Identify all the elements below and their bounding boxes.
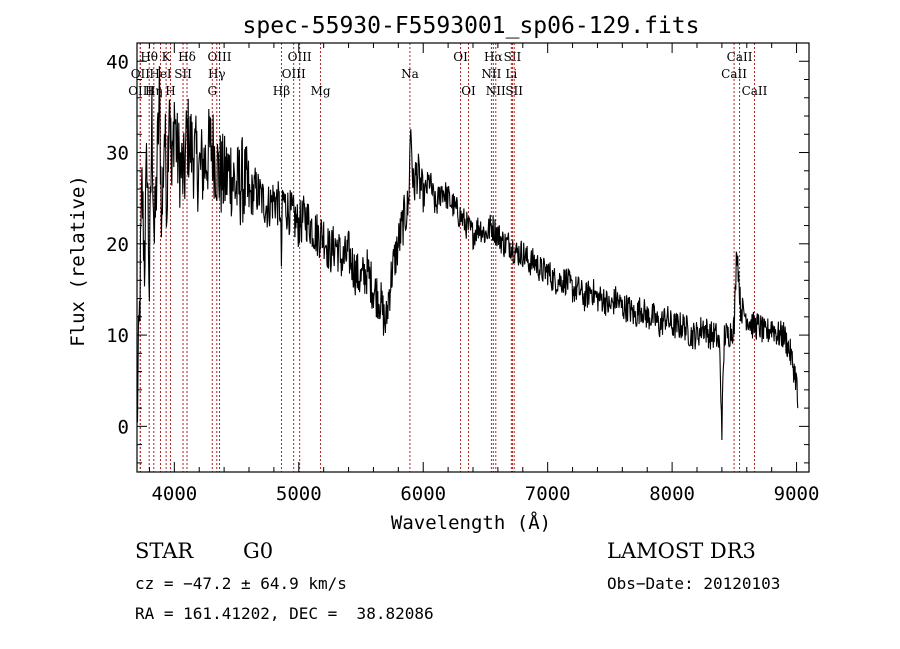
line-label: OIII: [207, 50, 231, 64]
line-label: H: [165, 84, 175, 98]
subclass-label: G0: [243, 539, 274, 563]
x-tick-label: 5000: [276, 483, 322, 505]
y-tick-label: 0: [118, 416, 129, 438]
y-tick-label: 30: [106, 143, 129, 165]
x-tick-label: 7000: [525, 483, 571, 505]
class-label: STAR: [135, 539, 194, 563]
line-label: Li: [505, 67, 517, 81]
line-label: K: [162, 50, 172, 64]
line-label: OI: [453, 50, 468, 64]
axes: 4000 5000 6000 7000 8000 9000 0 10 20 30 40: [106, 42, 820, 505]
line-label: SII: [505, 84, 523, 98]
spectrum-line: [136, 66, 799, 441]
line-label: OIII: [128, 84, 152, 98]
line-label: G: [207, 84, 217, 98]
line-label: NII: [481, 67, 501, 81]
line-label: SII: [504, 50, 522, 64]
line-label: SII: [174, 67, 192, 81]
line-label: OI: [461, 84, 476, 98]
line-label: CaII: [742, 84, 768, 98]
obs-date: Obs−Date: 20120103: [607, 574, 781, 593]
chart-title: spec-55930-F5593001_sp06-129.fits: [243, 13, 700, 39]
emission-line-markers: Hθ OII OIII K HeI Hη SII H Hδ OIII Hγ G Hβ OIII OIII Mg…: [128, 43, 768, 472]
line-label: HeI: [149, 67, 172, 81]
x-tick-label: 4000: [151, 483, 197, 505]
survey-label: LAMOST DR3: [607, 539, 756, 563]
line-label: OII: [131, 67, 151, 81]
y-tick-label: 40: [106, 51, 129, 73]
line-label: Na: [401, 67, 419, 81]
x-tick-label: 8000: [649, 483, 695, 505]
y-tick-label: 20: [106, 234, 129, 256]
line-label: Mg: [311, 84, 331, 98]
plot-frame: [136, 42, 810, 473]
line-label: NII: [486, 84, 506, 98]
x-tick-label: 9000: [774, 483, 820, 505]
line-label: Hθ: [140, 50, 158, 64]
line-label: Hη: [145, 84, 163, 98]
spectrum-layer: [136, 66, 799, 441]
x-axis-label: Wavelength (Å): [391, 511, 551, 534]
line-label: Hδ: [178, 50, 196, 64]
x-tick-label: 6000: [400, 483, 446, 505]
y-tick-label: 10: [106, 325, 129, 347]
line-label: OIII: [282, 67, 306, 81]
coordinates: RA = 161.41202, DEC = 38.82086: [135, 604, 434, 623]
line-label: Hβ: [273, 84, 290, 98]
line-label: Hγ: [208, 67, 226, 81]
cz-value: cz = −47.2 ± 64.9 km/s: [135, 574, 347, 593]
line-label: OIII: [288, 50, 312, 64]
y-axis-label: Flux (relative): [67, 175, 89, 347]
line-label: Hα: [484, 50, 503, 64]
line-label: CaII: [727, 50, 753, 64]
line-label: CaII: [721, 67, 747, 81]
